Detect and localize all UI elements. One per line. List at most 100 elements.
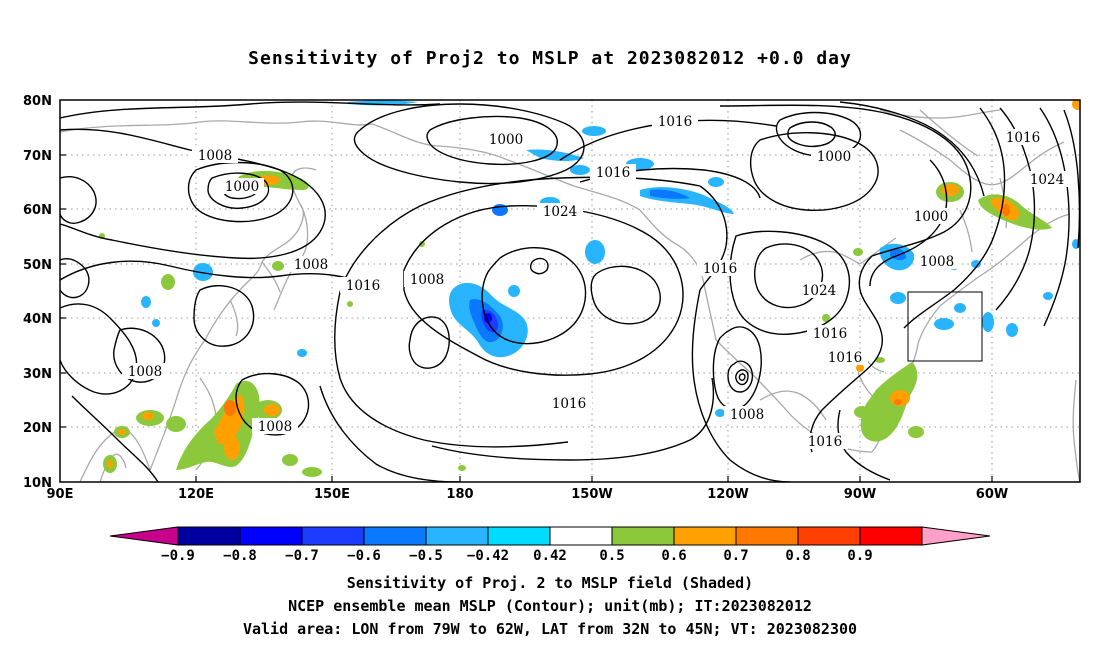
colorbar-tick-label: 0.7 (723, 548, 748, 564)
colorbar-tick-label: 0.6 (661, 548, 686, 564)
contour-label-text: 1008 (198, 148, 232, 164)
lat-label: 50N (23, 258, 52, 273)
contour-label-text: 1016 (828, 350, 862, 366)
footer-line-3: Valid area: LON from 79W to 62W, LAT fro… (242, 620, 858, 638)
contour-label-item: 1000 (908, 208, 954, 225)
colorbar-box (177, 526, 241, 546)
axis-ticks (60, 154, 993, 482)
lon-label: 150W (571, 487, 612, 502)
contour-label-item: 1016 (590, 164, 636, 181)
lon-label: 150E (314, 487, 350, 502)
contour-label-text: 1000 (225, 179, 259, 195)
mslp-contours (60, 101, 1080, 482)
colorbar-box (611, 526, 675, 546)
contour-label-text: 1024 (802, 283, 836, 299)
contour-label-item: 1000 (811, 148, 857, 165)
colorbar-box (673, 526, 737, 546)
lat-label: 40N (23, 312, 52, 327)
colorbar-tick-label: 0.8 (785, 548, 810, 564)
colorbar-right-arrow (921, 526, 991, 546)
lon-label: 120E (178, 487, 214, 502)
footer-line-1: Sensitivity of Proj. 2 to MSLP field (Sh… (346, 574, 754, 592)
contour-label-text: 1016 (346, 278, 380, 294)
contour-label-item: 1008 (122, 363, 168, 380)
contour-label-text: 1024 (1030, 172, 1064, 188)
contour-label-text: 1008 (410, 272, 444, 288)
colorbar-tick-label: −0.8 (223, 548, 257, 564)
contour-label-item: 1016 (546, 395, 592, 412)
colorbar-tick-label: −0.9 (161, 548, 195, 564)
contour-label-text: 1016 (808, 434, 842, 450)
contour-label-item: 1008 (724, 406, 770, 423)
colorbar-box (859, 526, 923, 546)
contour-label-item: 1008 (288, 256, 334, 273)
contour-label-item: 1016 (340, 277, 386, 294)
contour-label-text: 1000 (489, 132, 523, 148)
contour-label-item: 1008 (914, 253, 960, 270)
contour-label-item: 1024 (1024, 171, 1070, 188)
lat-label: 10N (23, 476, 52, 491)
contour-label-item: 1016 (697, 260, 743, 277)
colorbar-box (549, 526, 613, 546)
colorbar (109, 526, 991, 546)
contour-label-item: 1000 (484, 131, 528, 148)
contour-label-text: 1000 (914, 209, 948, 225)
contour-label-text: 1016 (703, 261, 737, 277)
contour-label-text: 1016 (1006, 130, 1040, 146)
colorbar-box (301, 526, 365, 546)
contour-label-text: 1024 (543, 204, 577, 220)
contour-label-text: 1016 (596, 165, 630, 181)
colorbar-tick-label: 0.5 (599, 548, 624, 564)
valid-area-box (907, 291, 983, 362)
lat-label: 30N (23, 367, 52, 382)
contour-label-item: 1016 (802, 433, 848, 450)
contour-label-item: 1008 (252, 418, 298, 435)
contour-label-text: 1008 (920, 254, 954, 270)
lon-label: 90W (844, 487, 876, 502)
contour-label-text: 1008 (294, 257, 328, 273)
contour-label-text: 1016 (552, 396, 586, 412)
contour-labels: 1008 1000 1000 1008 1016 1024 1016 1008 … (0, 0, 1070, 450)
chart-title: Sensitivity of Proj2 to MSLP at 20230820… (248, 48, 852, 69)
contour-label-item: 1016 (807, 325, 853, 342)
colorbar-tick-label: 0.9 (847, 548, 872, 564)
contour-label-item: 1000 (220, 178, 264, 195)
colorbar-tick-label: −0.5 (409, 548, 443, 564)
contour-label-item: 1024 (537, 203, 583, 220)
contour-label-item: 1008 (404, 271, 450, 288)
contour-label-item: 1008 (192, 147, 238, 164)
contour-label-item: 1024 (796, 282, 842, 299)
contour-label-item: 1008 (0, 0, 17, 4)
contour-label-text: 1000 (817, 149, 851, 165)
colorbar-tick-label: −0.42 (467, 548, 509, 564)
footer-line-2: NCEP ensemble mean MSLP (Contour); unit(… (288, 597, 812, 615)
lon-label: 120W (707, 487, 748, 502)
colorbar-tick-label: −0.6 (347, 548, 381, 564)
contour-label-text: 1008 (258, 419, 292, 435)
colorbar-left-arrow (109, 526, 179, 546)
contour-label-item: 1016 (822, 349, 868, 366)
colorbar-box (797, 526, 861, 546)
contour-label-text: 1016 (658, 114, 692, 130)
lat-label: 80N (23, 94, 52, 109)
colorbar-box (363, 526, 427, 546)
negative-sensitivity-shading (141, 100, 1080, 417)
latitude-labels: 80N 70N 60N 50N 40N 30N 20N 10N (23, 94, 52, 491)
contour-label-text: 1008 (730, 407, 764, 423)
longitude-labels: 90E 120E 150E 180 150W 120W 90W 60W (47, 487, 1009, 502)
contour-label-item: 1016 (1000, 129, 1046, 146)
lon-label: 90E (47, 487, 74, 502)
lon-label: 60W (976, 487, 1008, 502)
colorbar-tick-label: −0.7 (285, 548, 319, 564)
contour-label-text: 1008 (128, 364, 162, 380)
lat-label: 60N (23, 203, 52, 218)
colorbar-box (239, 526, 303, 546)
map-frame (59, 99, 1081, 483)
lat-label: 70N (23, 149, 52, 164)
colorbar-box (425, 526, 489, 546)
positive-sensitivity-shading (99, 100, 1080, 477)
contour-label-item: 1016 (652, 113, 698, 130)
colorbar-labels: −0.9 −0.8 −0.7 −0.6 −0.5 −0.42 0.42 0.5 0.6 0.7 0.… (161, 548, 873, 564)
colorbar-tick-label: 0.42 (533, 548, 567, 564)
